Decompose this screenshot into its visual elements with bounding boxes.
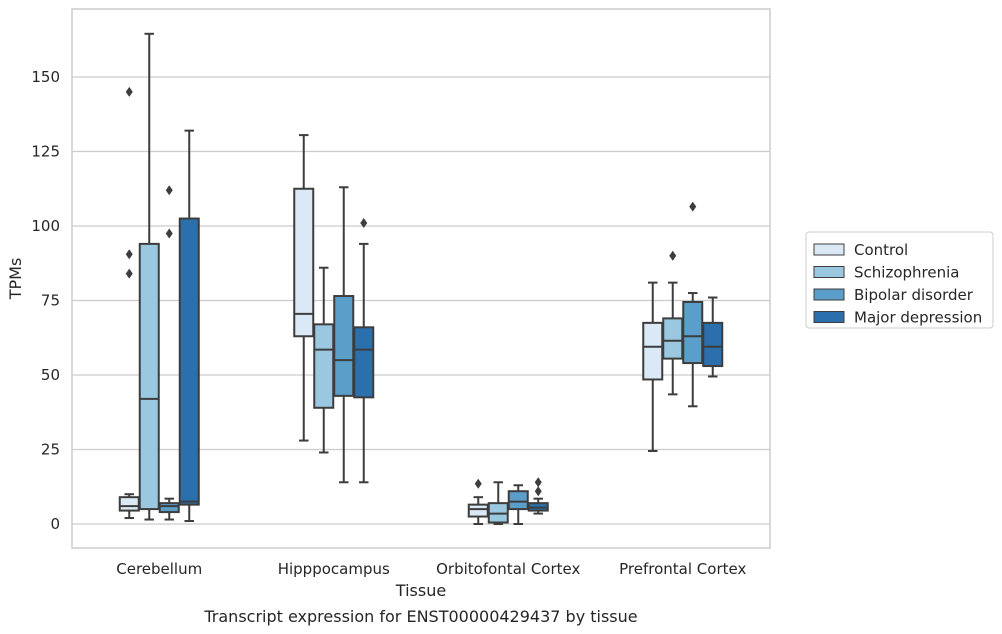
box-schizophrenia — [487, 481, 509, 525]
outlier-point — [669, 250, 677, 261]
y-tick-label: 100 — [31, 217, 60, 235]
x-tick-label: Orbitofontal Cortex — [436, 560, 580, 578]
legend-frame — [805, 231, 994, 329]
y-tick-label: 50 — [41, 366, 60, 384]
box-iqr — [682, 300, 704, 365]
outlier-point — [534, 486, 542, 497]
box-major-depression — [702, 296, 724, 378]
legend-label: Major depression — [854, 309, 982, 327]
box-iqr — [702, 321, 724, 368]
outlier-point — [125, 86, 133, 97]
outlier-point — [165, 185, 173, 196]
legend-label: Schizophrenia — [854, 264, 959, 282]
outlier-point — [125, 249, 133, 260]
box-iqr — [662, 317, 684, 360]
box-control — [293, 134, 315, 442]
x-tick-label: Cerebellum — [116, 560, 202, 578]
x-tick-label: Prefrontal Cortex — [619, 560, 746, 578]
outlier-point — [125, 268, 133, 279]
x-axis-ticks: Cerebellum Hipppocampus Orbitofontal Corte… — [116, 560, 746, 578]
legend-swatch — [813, 243, 845, 256]
box-iqr — [467, 503, 489, 518]
box-schizophrenia — [313, 266, 335, 454]
box-iqr — [138, 242, 160, 511]
box-major-depression — [353, 218, 375, 484]
box-schizophrenia — [138, 32, 160, 521]
y-tick-label: 150 — [31, 68, 60, 86]
x-tick-label: Hipppocampus — [278, 560, 390, 578]
outlier-point — [474, 478, 482, 489]
box-iqr — [333, 295, 355, 397]
box-control — [642, 281, 664, 452]
box-iqr — [178, 217, 200, 506]
y-tick-label: 75 — [41, 292, 60, 310]
box-control — [118, 86, 140, 520]
x-axis-label: Tissue — [395, 581, 446, 600]
gridlines — [72, 76, 770, 525]
box-major-depression — [178, 129, 200, 523]
box-control — [467, 478, 489, 525]
y-axis-label: TPMs — [6, 258, 25, 301]
chart-caption: Transcript expression for ENST0000042943… — [203, 607, 637, 626]
outlier-point — [689, 201, 697, 212]
box-iqr — [158, 502, 180, 514]
box-iqr — [353, 326, 375, 399]
legend: Control Schizophrenia Bipolar disorder Majo… — [805, 231, 994, 329]
y-axis-ticks: 0 25 50 75 100 125 150 — [31, 68, 60, 533]
y-tick-label: 0 — [50, 515, 60, 533]
plot-frame — [71, 8, 771, 549]
box-iqr — [642, 321, 664, 381]
box-bipolar-disorder — [158, 185, 180, 521]
box-iqr — [293, 187, 315, 338]
legend-label: Bipolar disorder — [854, 286, 974, 304]
y-tick-label: 125 — [31, 143, 60, 161]
box-schizophrenia — [662, 250, 684, 396]
box-plot-series — [118, 32, 724, 525]
box-iqr — [118, 496, 140, 512]
box-iqr — [507, 490, 529, 511]
legend-swatch — [813, 311, 845, 323]
box-bipolar-disorder — [333, 186, 355, 484]
box-iqr — [313, 323, 335, 409]
y-tick-label: 25 — [41, 441, 60, 459]
legend-swatch — [813, 266, 845, 278]
outlier-point — [534, 477, 542, 488]
legend-swatch — [813, 288, 845, 301]
box-major-depression — [527, 477, 549, 515]
legend-label: Control — [854, 241, 908, 259]
outlier-point — [360, 218, 368, 229]
outlier-point — [165, 228, 173, 239]
box-bipolar-disorder — [507, 484, 529, 525]
